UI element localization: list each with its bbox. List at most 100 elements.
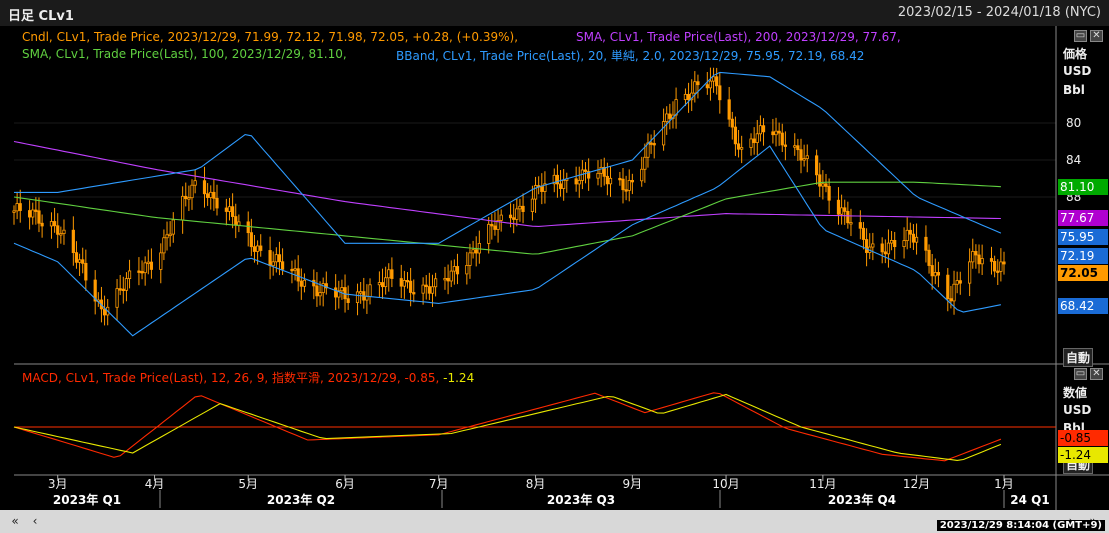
candle xyxy=(696,74,700,99)
month-label: 12月 xyxy=(903,477,930,491)
candle xyxy=(499,209,503,232)
candle xyxy=(168,221,172,247)
candle xyxy=(558,170,563,197)
candle xyxy=(727,87,731,127)
value-pill: 75.95 xyxy=(1058,229,1108,245)
bb-upper-line xyxy=(14,71,1002,244)
candle xyxy=(533,176,538,213)
candle xyxy=(718,72,722,114)
candle xyxy=(980,244,984,276)
candle xyxy=(402,270,406,299)
timestamp: 2023/12/29 8:14:04 (GMT+9) xyxy=(936,520,1105,531)
candle xyxy=(249,218,253,257)
candle xyxy=(624,175,628,201)
candle xyxy=(911,224,916,250)
candle xyxy=(62,219,66,245)
series-layer xyxy=(12,67,1006,462)
candle xyxy=(668,103,672,130)
candle xyxy=(227,197,232,221)
y-tick-label: 84 xyxy=(1066,153,1081,167)
candle xyxy=(771,118,775,144)
candle xyxy=(540,173,544,205)
candle xyxy=(752,127,756,155)
candle xyxy=(334,274,338,311)
candle xyxy=(708,67,713,101)
candle xyxy=(215,184,219,216)
candle xyxy=(796,138,800,161)
macd-close-icon[interactable]: ✕ xyxy=(1090,368,1103,380)
close-icon[interactable]: ✕ xyxy=(1090,30,1103,42)
candle xyxy=(471,240,475,259)
candle xyxy=(955,271,959,294)
candle xyxy=(730,111,734,140)
candle xyxy=(968,248,972,297)
candle xyxy=(231,193,235,229)
candle xyxy=(780,123,784,152)
macd-label-1: 数値 xyxy=(1063,386,1088,400)
candle xyxy=(596,160,600,186)
candle xyxy=(886,229,891,268)
candle xyxy=(446,264,450,295)
legend-macd-v2: -1.24 xyxy=(443,371,475,385)
restore-icon[interactable]: ▭ xyxy=(1074,30,1087,42)
candle xyxy=(902,227,906,259)
scrollbar[interactable]: « ‹ › » 2023/12/29 8:14:04 (GMT+9) xyxy=(0,510,1109,533)
candle xyxy=(399,264,403,299)
candle xyxy=(412,279,416,303)
candle xyxy=(871,232,875,261)
candle xyxy=(40,214,44,238)
scroll-left-icon[interactable]: ‹ xyxy=(32,514,38,528)
candle xyxy=(209,185,213,210)
candle xyxy=(434,272,438,297)
candle xyxy=(246,211,250,247)
candle xyxy=(749,133,753,156)
month-label: 11月 xyxy=(809,477,836,491)
candle xyxy=(843,199,847,225)
candle xyxy=(355,283,360,316)
candle xyxy=(409,267,413,307)
candle xyxy=(649,134,653,154)
scroll-start-icon[interactable]: « xyxy=(11,514,19,528)
legend-cndl: Cndl, CLv1, Trade Price, 2023/12/29, 71.… xyxy=(22,30,519,44)
candle xyxy=(864,228,869,267)
legend-macd: MACD, CLv1, Trade Price(Last), 12, 26, 9… xyxy=(22,371,475,385)
candle xyxy=(315,272,319,307)
candle xyxy=(380,268,385,299)
candle xyxy=(81,247,85,274)
month-label: 6月 xyxy=(335,477,355,491)
candle xyxy=(121,276,125,304)
candle xyxy=(861,221,866,250)
candle xyxy=(521,193,525,224)
macd-restore-icon[interactable]: ▭ xyxy=(1074,368,1087,380)
value-pill: 77.67 xyxy=(1058,210,1108,226)
candle xyxy=(377,271,381,298)
candle xyxy=(774,117,778,147)
candle xyxy=(621,168,625,204)
candle xyxy=(977,244,981,274)
candle xyxy=(880,237,884,264)
candle xyxy=(627,169,631,202)
candle xyxy=(184,182,188,207)
month-label: 7月 xyxy=(429,477,449,491)
candle xyxy=(974,244,978,269)
candle xyxy=(705,71,709,95)
candle xyxy=(683,88,688,106)
candle xyxy=(755,119,759,156)
candle xyxy=(465,251,469,285)
candle xyxy=(661,108,666,151)
value-pill: -1.24 xyxy=(1058,447,1108,463)
candle xyxy=(290,260,294,284)
candle xyxy=(421,277,425,305)
date-range: 2023/02/15 - 2024/01/18 (NYC) xyxy=(897,5,1101,20)
candle xyxy=(793,133,797,156)
candle xyxy=(346,285,350,310)
candle xyxy=(212,179,216,211)
auto-scale-button[interactable]: 自動 xyxy=(1063,348,1094,367)
candle xyxy=(758,115,763,142)
candle xyxy=(165,221,169,251)
candle xyxy=(618,171,622,186)
candle xyxy=(518,198,522,222)
candle xyxy=(512,203,516,234)
candle xyxy=(77,253,82,276)
candle xyxy=(608,166,613,197)
